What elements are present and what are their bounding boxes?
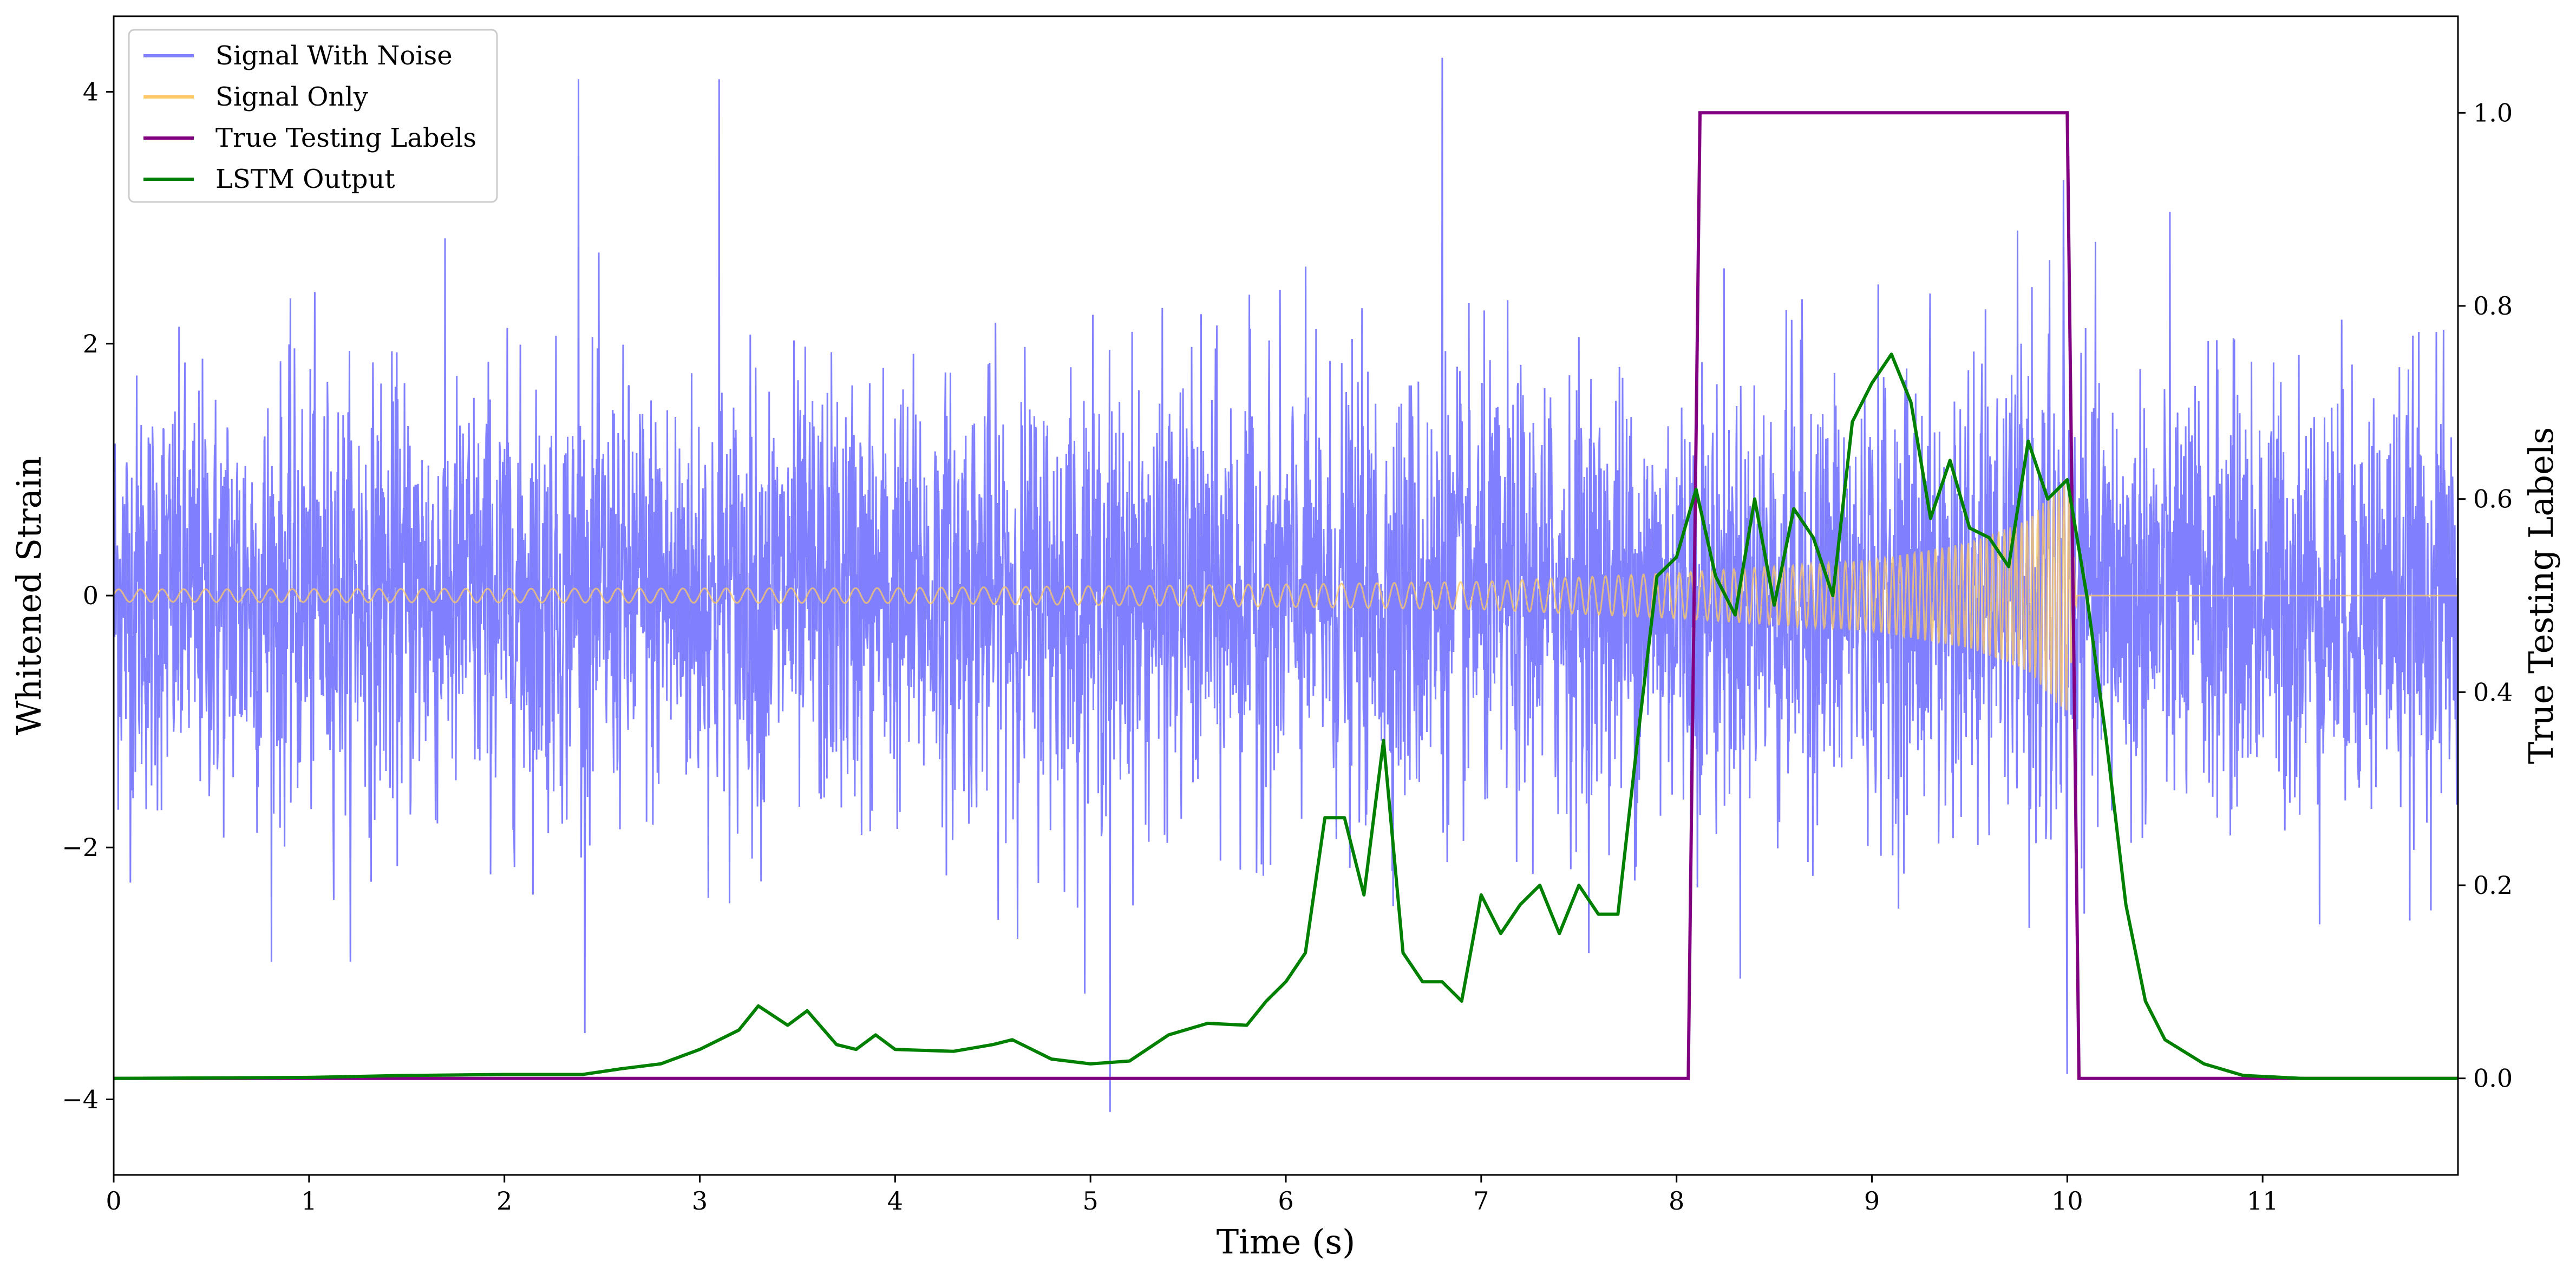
y-left-tick-label: 0 xyxy=(83,581,99,610)
y-left-tick-label: 2 xyxy=(83,329,99,358)
legend-entry-signal-with-noise: Signal With Noise xyxy=(143,41,453,71)
x-tick-label: 0 xyxy=(106,1186,121,1216)
y-left-tick-label: −4 xyxy=(62,1084,99,1114)
series-true-testing-labels xyxy=(114,111,2458,1080)
x-tick-label: 7 xyxy=(1473,1186,1489,1216)
x-axis: 0 1 2 3 4 5 6 7 8 9 10 11 xyxy=(106,1175,2278,1216)
series-signal-only xyxy=(113,479,2458,711)
y-axis-right-title: True Testing Labels xyxy=(2521,427,2561,765)
x-tick-label: 9 xyxy=(1864,1186,1880,1216)
x-tick-label: 4 xyxy=(887,1186,903,1216)
y-left-tick-label: 4 xyxy=(83,77,99,107)
x-tick-label: 1 xyxy=(301,1186,317,1216)
series-signal-with-noise xyxy=(113,57,2459,1112)
legend-entry-lstm-output: LSTM Output xyxy=(143,164,395,194)
legend-entry-true-testing-labels: True Testing Labels xyxy=(143,123,476,153)
y-left-tick-label: −2 xyxy=(62,833,99,862)
legend: Signal With Noise Signal Only True Testi… xyxy=(128,29,498,203)
plot-area xyxy=(113,57,2459,1112)
legend-entry-signal-only: Signal Only xyxy=(143,82,368,112)
y-right-tick-label: 1.0 xyxy=(2473,98,2513,127)
legend-label: Signal With Noise xyxy=(215,41,453,71)
x-tick-label: 5 xyxy=(1083,1186,1099,1216)
x-tick-label: 11 xyxy=(2247,1186,2279,1216)
legend-label: True Testing Labels xyxy=(215,123,476,153)
y-axis-right: 0.0 0.2 0.4 0.6 0.8 1.0 xyxy=(2458,98,2513,1093)
x-tick-label: 10 xyxy=(2051,1186,2083,1216)
y-right-tick-label: 0.8 xyxy=(2473,291,2513,321)
y-axis-left: −4 −2 0 2 4 xyxy=(62,77,114,1114)
x-tick-label: 8 xyxy=(1669,1186,1684,1216)
y-right-tick-label: 0.6 xyxy=(2473,485,2513,514)
x-axis-title: Time (s) xyxy=(1217,1222,1356,1262)
x-tick-label: 2 xyxy=(496,1186,512,1216)
legend-box xyxy=(128,29,498,203)
x-tick-label: 6 xyxy=(1278,1186,1293,1216)
y-right-tick-label: 0.0 xyxy=(2473,1064,2513,1093)
y-axis-left-title: Whitened Strain xyxy=(9,456,49,735)
x-tick-label: 3 xyxy=(692,1186,708,1216)
legend-label: Signal Only xyxy=(215,82,368,112)
y-right-tick-label: 0.2 xyxy=(2473,871,2513,900)
legend-label: LSTM Output xyxy=(215,164,395,194)
y-right-tick-label: 0.4 xyxy=(2473,677,2513,707)
series-lstm-output xyxy=(113,352,2458,1080)
